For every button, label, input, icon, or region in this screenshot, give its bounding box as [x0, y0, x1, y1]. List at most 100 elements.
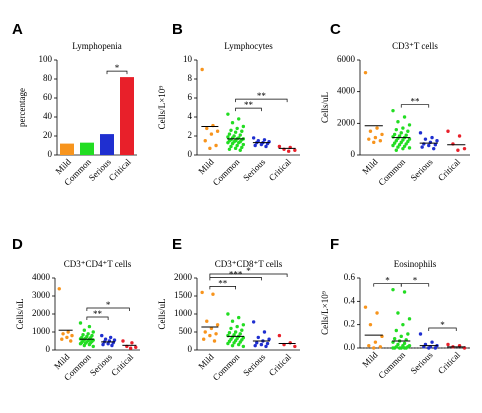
data-point [407, 137, 412, 141]
data-point [227, 147, 232, 151]
data-point [238, 148, 242, 152]
bar [100, 134, 114, 155]
data-point [259, 342, 264, 347]
data-point [372, 346, 376, 350]
y-axis-label: Cells/uL [157, 299, 167, 330]
data-point [86, 332, 90, 336]
significance-bracket [235, 107, 262, 112]
data-point [394, 139, 398, 143]
y-tick-label: 100 [39, 54, 53, 64]
x-tick-label: Common [211, 351, 242, 382]
chart-title: Lymphopenia [72, 41, 122, 51]
data-point [134, 345, 138, 349]
x-tick-label: Critical [436, 349, 463, 376]
data-point [205, 319, 209, 323]
data-point [380, 132, 384, 137]
data-point [241, 323, 246, 327]
significance-label: * [413, 276, 418, 286]
panel: FEosinophilsCells/L×10⁹0.00.20.40.6MildC… [320, 236, 470, 381]
data-point [373, 135, 378, 140]
data-point [256, 335, 260, 340]
data-point [233, 130, 238, 134]
data-point [208, 146, 212, 151]
data-point [227, 331, 232, 335]
data-point [215, 129, 220, 133]
data-point [251, 320, 256, 324]
data-point [401, 126, 405, 130]
y-tick-label: 0.2 [344, 319, 355, 329]
data-point [255, 341, 259, 345]
data-point [406, 129, 410, 133]
data-point [391, 143, 395, 148]
data-point [391, 287, 395, 292]
data-point [391, 346, 395, 350]
panel: E CD3⁺CD8⁺T cells Cells/uL 0 500 1000 1500 2000… [157, 236, 300, 383]
data-point [227, 132, 232, 136]
y-tick-label: 40 [43, 111, 53, 121]
data-point [264, 344, 268, 349]
data-point [230, 141, 235, 146]
y-axis-label: percentage [17, 88, 27, 127]
y-tick-label: 1000 [174, 308, 193, 318]
chart-title: Eosinophils [394, 259, 437, 269]
x-tick-label: Mild [196, 156, 216, 176]
data-point [262, 138, 267, 142]
significance-label: ** [93, 309, 103, 319]
data-point [401, 322, 405, 327]
data-point [418, 131, 423, 135]
chart-title: Lymphocytes [224, 41, 273, 51]
data-point [251, 136, 256, 140]
data-point [211, 292, 215, 296]
y-tick-label: 0.6 [344, 272, 356, 282]
x-tick-label: Critical [267, 351, 294, 378]
data-point [240, 328, 244, 332]
data-point [432, 146, 436, 151]
data-point [237, 315, 241, 320]
significance-label: ** [218, 278, 228, 288]
y-tick-label: 3000 [32, 290, 51, 300]
data-point [241, 344, 246, 349]
data-point [229, 128, 233, 132]
y-tick-label: 0 [46, 344, 51, 354]
data-point [103, 337, 108, 341]
data-point [78, 342, 83, 346]
data-point [293, 148, 297, 152]
chart-title: CD3⁺T cells [392, 41, 438, 51]
significance-bracket [235, 98, 288, 103]
data-point [392, 336, 397, 341]
data-point [201, 337, 206, 341]
panel-label: F [330, 236, 339, 253]
significance-label: * [246, 266, 251, 276]
data-point [238, 332, 242, 336]
data-point [368, 322, 373, 327]
data-point [233, 330, 238, 334]
data-point [277, 144, 282, 149]
x-tick-label: Common [376, 156, 407, 187]
data-point [392, 141, 397, 145]
y-tick-label: 2000 [32, 308, 51, 318]
data-point [404, 142, 408, 146]
significance-bracket [86, 316, 109, 320]
data-point [209, 326, 214, 331]
data-point [128, 346, 133, 350]
data-point [229, 144, 233, 149]
data-point [406, 332, 410, 336]
data-point [407, 317, 412, 321]
data-point [100, 333, 104, 338]
data-point [427, 143, 431, 148]
chart-title: CD3⁺CD4⁺T cells [64, 259, 132, 269]
panel-label: B [172, 21, 183, 38]
data-point [394, 148, 398, 152]
y-axis-label: Cells/L×10⁹ [320, 291, 330, 335]
data-point [91, 344, 95, 349]
significance-label: * [440, 320, 445, 330]
panel: B Lymphocytes Cells/L×10⁹ 0 2 4 6 8 10 MildCommon… [157, 21, 300, 188]
data-point [378, 345, 383, 349]
significance-bracket [400, 283, 430, 287]
data-point [81, 333, 85, 337]
data-point [235, 324, 239, 329]
data-point [457, 134, 462, 138]
data-point [238, 133, 242, 137]
panel: D CD3⁺CD4⁺T cells Cells/uL 0 1000 2000 3000 400… [12, 236, 140, 383]
data-point [402, 144, 407, 148]
